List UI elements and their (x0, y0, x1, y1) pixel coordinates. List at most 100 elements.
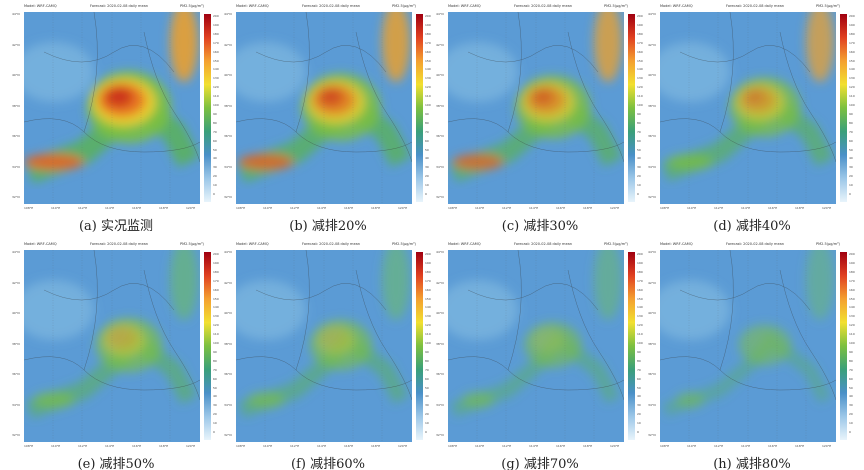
lat-label: 40°N (648, 311, 656, 315)
pm25-map (236, 250, 412, 442)
pollutant-label: PM2.5(μg/m³) (604, 4, 628, 8)
map-panel: Model: WRF-CAMQ Forecast: 2020-02-08 dai… (222, 4, 434, 234)
lon-label: 112°E (714, 206, 724, 210)
map-panel: Model: WRF-CAMQ Forecast: 2020-02-08 dai… (10, 242, 222, 470)
lat-label: 40°N (224, 311, 232, 315)
colorbar-tick: 130 (637, 314, 643, 319)
pollutant-label: PM2.5(μg/m³) (604, 242, 628, 246)
lon-label: 112°E (290, 206, 300, 210)
lon-label: 110°E (263, 206, 273, 210)
lat-label: 32°N (224, 195, 232, 199)
lat-label: 38°N (12, 103, 20, 108)
colorbar-tick: 70 (213, 367, 217, 372)
lat-label: 32°N (12, 195, 20, 199)
lat-label: 34°N (648, 164, 656, 169)
lat-label: 34°N (436, 164, 444, 169)
lat-label: 42°N (436, 42, 444, 47)
colorbar-tick: 140 (849, 67, 855, 72)
colorbar-tick: 180 (425, 31, 431, 36)
colorbar-tick: 80 (849, 120, 853, 125)
colorbar-tick: 50 (425, 147, 429, 152)
lat-label: 36°N (436, 134, 444, 138)
panel-caption: (b) 减排20% (289, 219, 367, 234)
colorbar-tick: 200 (849, 252, 855, 256)
colorbar-tick: 180 (213, 31, 219, 36)
colorbar-tick: 140 (213, 305, 219, 310)
lon-label: 108°E (660, 206, 670, 210)
colorbar-tick: 100 (213, 103, 219, 107)
colorbar-tick: 110 (849, 332, 855, 337)
colorbar-tick: 170 (425, 40, 431, 45)
colorbar-tick: 60 (213, 376, 217, 381)
lon-label: 118°E (159, 206, 169, 210)
lon-label: 114°E (317, 444, 327, 448)
lon-label: 110°E (51, 444, 61, 448)
colorbar-tick: 190 (637, 260, 643, 265)
forecast-label: Forecast: 2020-02-08 daily mean (302, 242, 360, 246)
pollutant-label: PM2.5(μg/m³) (392, 242, 416, 246)
colorbar-tick: 0 (425, 192, 427, 196)
lon-label: 114°E (529, 444, 539, 448)
lat-label: 44°N (12, 12, 20, 16)
colorbar-tick: 0 (213, 192, 215, 196)
lat-label: 42°N (436, 280, 444, 285)
panel-caption: (d) 减排40% (713, 219, 791, 234)
model-label: Model: WRF-CAMQ (448, 4, 481, 8)
lat-label: 42°N (224, 42, 232, 47)
colorbar-tick: 0 (637, 192, 639, 196)
lon-label: 116°E (344, 206, 354, 210)
lon-label: 108°E (660, 444, 670, 448)
colorbar-tick: 110 (637, 94, 643, 99)
colorbar-tick: 0 (849, 430, 851, 434)
colorbar-tick: 30 (425, 165, 429, 170)
lon-label: 116°E (132, 444, 142, 448)
lon-label: 108°E (24, 444, 34, 448)
lat-label: 44°N (648, 12, 656, 16)
colorbar-tick: 200 (213, 14, 219, 18)
colorbar-tick: 120 (849, 85, 855, 90)
lat-label: 40°N (436, 311, 444, 315)
colorbar-tick: 20 (637, 412, 641, 417)
colorbar-tick: 120 (213, 323, 219, 328)
lon-label: 120°E (610, 206, 620, 210)
colorbar-tick: 110 (213, 332, 219, 337)
pm25-map (24, 12, 200, 204)
colorbar-tick: 90 (637, 349, 641, 354)
colorbar-tick: 200 (425, 252, 431, 256)
panel-caption: (g) 减排70% (501, 457, 579, 470)
lat-label: 36°N (436, 372, 444, 376)
pollutant-label: PM2.5(μg/m³) (816, 242, 840, 246)
colorbar-tick: 150 (213, 58, 219, 63)
lon-label: 118°E (371, 444, 381, 448)
pm25-map (660, 12, 836, 204)
lat-label: 34°N (12, 402, 20, 407)
colorbar-tick: 90 (213, 111, 217, 116)
colorbar-tick: 110 (637, 332, 643, 337)
colorbar-tick: 140 (637, 67, 643, 72)
colorbar-tick: 120 (213, 85, 219, 90)
lat-label: 42°N (12, 280, 20, 285)
colorbar-tick: 60 (849, 376, 853, 381)
colorbar-tick: 140 (849, 305, 855, 310)
lat-label: 32°N (436, 433, 444, 437)
lon-label: 112°E (78, 444, 88, 448)
forecast-label: Forecast: 2020-02-08 daily mean (514, 4, 572, 8)
lon-label: 118°E (583, 206, 593, 210)
colorbar (204, 14, 211, 202)
colorbar-tick: 80 (213, 358, 217, 363)
colorbar-tick: 100 (637, 103, 643, 107)
forecast-label: Forecast: 2020-02-08 daily mean (90, 4, 148, 8)
colorbar-tick: 90 (425, 111, 429, 116)
colorbar-tick: 70 (425, 129, 429, 134)
colorbar-tick: 10 (425, 421, 429, 426)
lon-label: 110°E (263, 444, 273, 448)
lon-label: 116°E (556, 206, 566, 210)
panel-caption: (h) 减排80% (713, 457, 791, 470)
forecast-label: Forecast: 2020-02-08 daily mean (302, 4, 360, 8)
lon-label: 120°E (610, 444, 620, 448)
colorbar-tick: 150 (425, 296, 431, 301)
colorbar-tick: 120 (425, 85, 431, 90)
colorbar-tick: 30 (213, 403, 217, 408)
colorbar-tick: 140 (425, 67, 431, 72)
colorbar-tick: 40 (637, 156, 641, 161)
